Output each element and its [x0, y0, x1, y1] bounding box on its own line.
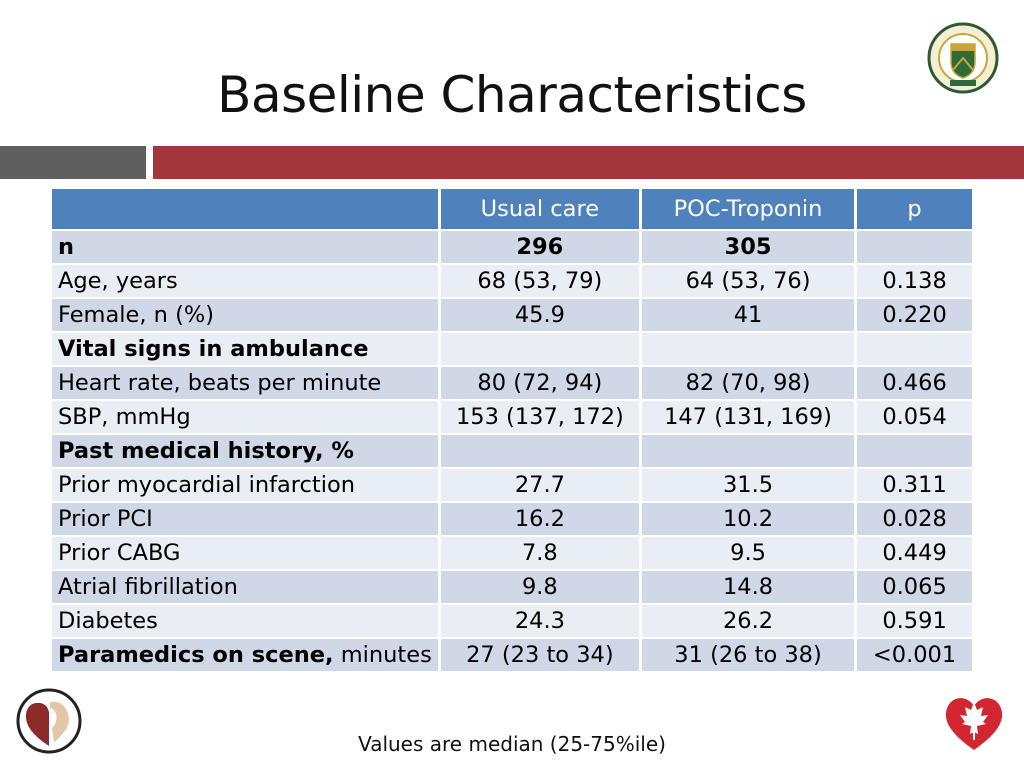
poc-troponin-value: [641, 435, 858, 467]
row-label-text: Prior PCI: [58, 506, 153, 532]
usual-care-value: 16.2: [440, 503, 642, 535]
poc-troponin-value: 147 (131, 169): [641, 401, 858, 433]
p-value: [857, 435, 972, 467]
row-label-text: n: [58, 234, 75, 260]
poc-troponin-value: 10.2: [641, 503, 858, 535]
table-row: Diabetes 24.3 26.2 0.591: [52, 605, 972, 637]
accent-bar-red: [153, 146, 1024, 179]
header-usual-care: Usual care: [440, 189, 642, 229]
usual-care-value: 9.8: [440, 571, 642, 603]
table-row: Heart rate, beats per minute 80 (72, 94) 8…: [52, 367, 972, 399]
row-label-text: Atrial fibrillation: [58, 574, 238, 600]
row-label: Prior CABG: [52, 537, 441, 569]
poc-troponin-value: 305: [641, 231, 858, 263]
row-label: SBP, mmHg: [52, 401, 441, 433]
p-value: 0.220: [857, 299, 972, 331]
usual-care-value: 296: [440, 231, 642, 263]
table-row: Prior myocardial infarction 27.7 31.5 0.311: [52, 469, 972, 501]
row-label-text: Diabetes: [58, 608, 158, 634]
table-row: n 296 305: [52, 231, 972, 263]
row-label-text: Female, n (%): [58, 302, 215, 328]
table-header-row: Usual care POC-Troponin p: [52, 189, 972, 229]
usual-care-value: 7.8: [440, 537, 642, 569]
row-label-text: Past medical history, %: [58, 438, 354, 464]
row-label-text: SBP, mmHg: [58, 404, 191, 430]
row-label-text: Age, years: [58, 268, 178, 294]
row-label-text: Vital signs in ambulance: [58, 336, 369, 362]
table-row: Age, years 68 (53, 79) 64 (53, 76) 0.138: [52, 265, 972, 297]
p-value: 0.138: [857, 265, 972, 297]
table-row: Female, n (%) 45.9 41 0.220: [52, 299, 972, 331]
header-label-column: [52, 189, 441, 229]
usual-care-value: 68 (53, 79): [440, 265, 642, 297]
poc-troponin-value: 41: [641, 299, 858, 331]
table-row: Vital signs in ambulance: [52, 333, 972, 365]
row-label: Prior PCI: [52, 503, 441, 535]
poc-troponin-value: 31 (26 to 38): [641, 639, 858, 671]
row-label-text: Paramedics on scene,: [58, 642, 334, 668]
row-label: Past medical history, %: [52, 435, 441, 467]
p-value: 0.466: [857, 367, 972, 399]
slide-title: Baseline Characteristics: [217, 66, 807, 124]
p-value: [857, 231, 972, 263]
row-label: Heart rate, beats per minute: [52, 367, 441, 399]
p-value: 0.591: [857, 605, 972, 637]
table-row: Paramedics on scene, minutes 27 (23 to 34…: [52, 639, 972, 671]
table-row: Past medical history, %: [52, 435, 972, 467]
header-poc-troponin: POC-Troponin: [641, 189, 858, 229]
usual-care-value: 27.7: [440, 469, 642, 501]
poc-troponin-value: [641, 333, 858, 365]
poc-troponin-value: 82 (70, 98): [641, 367, 858, 399]
accent-bar-gray: [0, 146, 146, 179]
usual-care-value: 45.9: [440, 299, 642, 331]
row-label: Age, years: [52, 265, 441, 297]
footnote: Values are median (25-75%ile): [358, 732, 666, 756]
poc-troponin-value: 26.2: [641, 605, 858, 637]
p-value: 0.028: [857, 503, 972, 535]
university-crest-icon: [927, 22, 999, 94]
row-label-text: Prior myocardial infarction: [58, 472, 356, 498]
usual-care-value: [440, 435, 642, 467]
table-row: Prior CABG 7.8 9.5 0.449: [52, 537, 972, 569]
usual-care-value: 27 (23 to 34): [440, 639, 642, 671]
poc-troponin-value: 31.5: [641, 469, 858, 501]
table-row: Atrial fibrillation 9.8 14.8 0.065: [52, 571, 972, 603]
p-value: 0.311: [857, 469, 972, 501]
heart-maple-leaf-logo-icon: [945, 698, 1003, 750]
heart-face-logo-icon: [16, 688, 82, 754]
row-label: n: [52, 231, 441, 263]
usual-care-value: 80 (72, 94): [440, 367, 642, 399]
usual-care-value: [440, 333, 642, 365]
row-label: Diabetes: [52, 605, 441, 637]
baseline-table: Usual care POC-Troponin p n 296 305 Age, ye…: [52, 187, 972, 673]
row-label: Female, n (%): [52, 299, 441, 331]
row-label: Paramedics on scene, minutes: [52, 639, 441, 671]
poc-troponin-value: 14.8: [641, 571, 858, 603]
row-label-suffix: minutes: [333, 642, 432, 668]
p-value: 0.449: [857, 537, 972, 569]
p-value: [857, 333, 972, 365]
row-label: Atrial fibrillation: [52, 571, 441, 603]
poc-troponin-value: 9.5: [641, 537, 858, 569]
row-label: Vital signs in ambulance: [52, 333, 441, 365]
p-value: 0.065: [857, 571, 972, 603]
table-row: SBP, mmHg 153 (137, 172) 147 (131, 169) 0.0…: [52, 401, 972, 433]
row-label-text: Prior CABG: [58, 540, 181, 566]
header-p-value: p: [857, 189, 972, 229]
row-label: Prior myocardial infarction: [52, 469, 441, 501]
row-label-text: Heart rate, beats per minute: [58, 370, 382, 396]
p-value: 0.054: [857, 401, 972, 433]
usual-care-value: 24.3: [440, 605, 642, 637]
poc-troponin-value: 64 (53, 76): [641, 265, 858, 297]
p-value: <0.001: [857, 639, 972, 671]
usual-care-value: 153 (137, 172): [440, 401, 642, 433]
table-row: Prior PCI 16.2 10.2 0.028: [52, 503, 972, 535]
